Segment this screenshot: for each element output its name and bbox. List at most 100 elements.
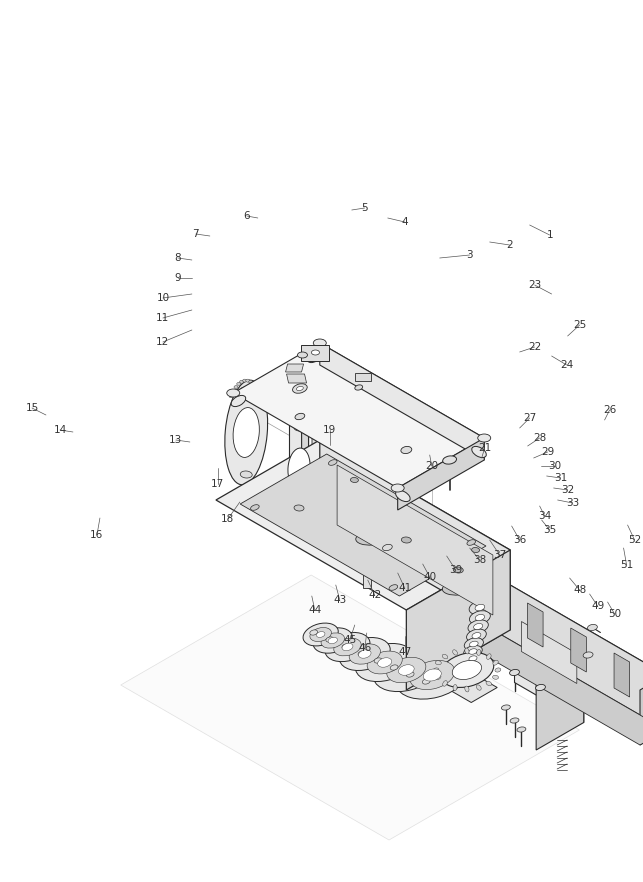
Ellipse shape [478,434,491,442]
Text: 44: 44 [308,605,322,615]
Polygon shape [121,575,579,840]
Polygon shape [521,622,577,684]
Polygon shape [446,672,497,702]
Ellipse shape [442,581,474,595]
Ellipse shape [435,675,441,680]
Ellipse shape [443,681,448,686]
Text: 49: 49 [591,601,604,611]
Ellipse shape [401,537,412,543]
Text: 34: 34 [538,511,551,521]
Ellipse shape [296,386,303,391]
Ellipse shape [358,651,366,656]
Ellipse shape [246,379,249,382]
Text: 4: 4 [401,217,408,227]
Ellipse shape [355,385,363,390]
Ellipse shape [233,407,259,458]
Text: 20: 20 [425,461,439,471]
Ellipse shape [293,384,307,393]
Text: 52: 52 [628,535,641,545]
Text: 31: 31 [554,473,567,483]
Ellipse shape [467,540,476,545]
Ellipse shape [255,385,258,389]
Text: 37: 37 [493,550,506,560]
Ellipse shape [231,395,246,407]
Text: 18: 18 [221,514,235,524]
Ellipse shape [240,471,252,478]
Polygon shape [640,675,643,745]
Ellipse shape [440,653,494,687]
Ellipse shape [227,389,240,397]
Ellipse shape [356,644,414,682]
Ellipse shape [469,610,491,624]
Ellipse shape [464,638,484,650]
Polygon shape [536,632,584,750]
Text: 43: 43 [333,595,347,605]
Ellipse shape [240,387,252,394]
Ellipse shape [294,425,304,431]
Ellipse shape [292,449,308,478]
Text: 6: 6 [244,211,250,221]
Ellipse shape [295,414,305,420]
Ellipse shape [468,620,488,633]
Ellipse shape [377,658,392,667]
Polygon shape [476,635,643,745]
Ellipse shape [298,352,307,358]
Text: 7: 7 [192,229,199,239]
Ellipse shape [356,531,388,545]
Ellipse shape [536,684,545,691]
Ellipse shape [395,651,469,699]
Ellipse shape [350,477,358,482]
Text: 3: 3 [466,250,473,260]
Text: 17: 17 [212,479,224,489]
Ellipse shape [475,615,485,621]
Ellipse shape [313,628,352,654]
Polygon shape [514,593,584,722]
Polygon shape [285,364,303,372]
Polygon shape [527,603,543,647]
Text: 50: 50 [608,609,621,619]
Polygon shape [320,343,484,460]
Ellipse shape [486,681,492,685]
Text: 29: 29 [541,447,554,457]
Ellipse shape [390,665,398,670]
Polygon shape [337,465,493,615]
Text: 21: 21 [478,443,491,453]
Ellipse shape [311,350,320,355]
Ellipse shape [251,505,259,511]
Text: 46: 46 [358,643,372,653]
Ellipse shape [294,505,304,511]
Text: 8: 8 [174,253,181,263]
Bar [363,548,372,587]
Text: 25: 25 [573,320,586,330]
Text: 15: 15 [25,403,39,413]
Ellipse shape [476,649,481,655]
Ellipse shape [321,633,345,648]
Text: 27: 27 [523,413,536,423]
Polygon shape [571,628,586,672]
Polygon shape [240,454,486,596]
Bar [355,373,371,381]
Ellipse shape [467,629,486,642]
Ellipse shape [433,668,439,672]
Ellipse shape [510,718,519,723]
Ellipse shape [342,644,350,649]
Text: 1: 1 [547,230,553,240]
Ellipse shape [231,390,235,392]
Ellipse shape [399,665,414,676]
Text: 23: 23 [528,280,541,290]
Ellipse shape [342,643,353,651]
Text: 14: 14 [53,425,67,435]
Ellipse shape [493,676,498,679]
Polygon shape [502,580,643,730]
Ellipse shape [422,679,430,684]
Ellipse shape [257,390,261,392]
Ellipse shape [469,656,477,662]
Ellipse shape [389,585,397,590]
Ellipse shape [259,395,263,398]
Text: 5: 5 [361,203,368,213]
Text: 45: 45 [343,635,356,645]
Ellipse shape [383,544,392,550]
Text: 13: 13 [169,435,183,445]
Text: 38: 38 [473,555,486,565]
Ellipse shape [472,632,481,639]
